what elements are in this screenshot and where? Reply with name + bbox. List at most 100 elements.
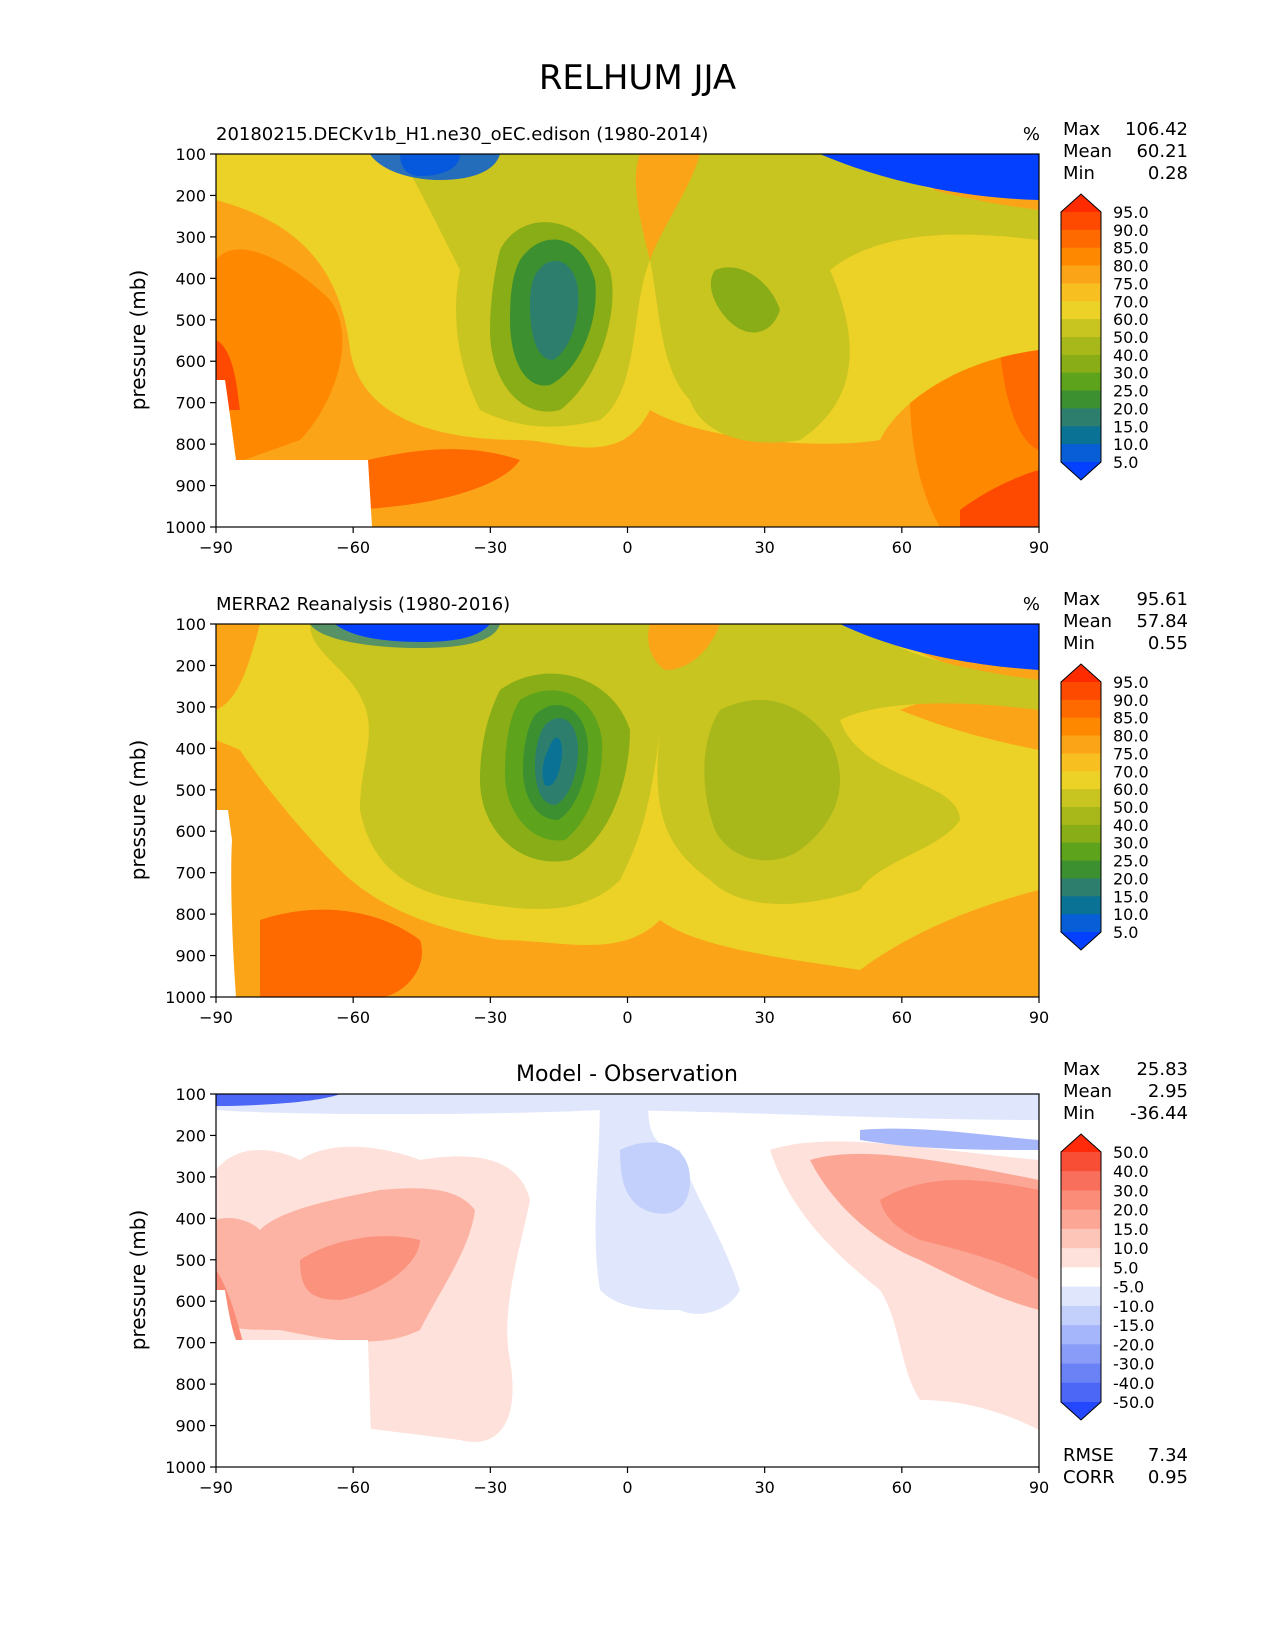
colorbar-segment — [1061, 372, 1101, 392]
colorbar-segment — [1061, 682, 1101, 701]
colorbar-segment — [1061, 1248, 1101, 1268]
field-shape — [260, 909, 422, 997]
y-tick-label: 400 — [175, 1209, 206, 1228]
y-tick-label: 800 — [175, 1375, 206, 1394]
colorbar-segment — [1061, 735, 1101, 754]
colorbar-label: 95.0 — [1113, 673, 1149, 692]
panel-title: 20180215.DECKv1b_H1.ne30_oEC.edison (198… — [216, 124, 708, 145]
colorbar-label: 15.0 — [1113, 417, 1149, 436]
corr-value: 0.95 — [1148, 1467, 1188, 1488]
colorbar-segment — [1061, 354, 1101, 374]
x-tick-label: −60 — [336, 1478, 370, 1497]
stat-min-label: Min — [1063, 163, 1095, 184]
colorbar-segment — [1061, 1209, 1101, 1230]
colorbar-bottom-arrow — [1061, 1402, 1101, 1420]
colorbar-bottom-arrow — [1061, 932, 1101, 950]
y-tick-label: 300 — [175, 228, 206, 247]
y-tick-label: 200 — [175, 656, 206, 675]
y-tick-label: 900 — [175, 947, 206, 966]
observation-panel: MERRA2 Reanalysis (1980-2016) % Max 95.6… — [126, 589, 1188, 1027]
field-shape — [635, 154, 700, 260]
x-tick-label: −30 — [473, 538, 507, 557]
colorbar-segment — [1061, 1305, 1101, 1326]
colorbar-label: -10.0 — [1113, 1297, 1154, 1316]
colorbar-segment — [1061, 771, 1101, 790]
colorbar-segment — [1061, 247, 1101, 267]
stat-min-label: Min — [1063, 633, 1095, 654]
colorbar-segment — [1061, 1382, 1101, 1403]
x-ticks: −90 −60 −30 0 30 60 90 — [199, 997, 1049, 1027]
missing-data-mask — [216, 380, 372, 527]
colorbar-segment — [1061, 807, 1101, 826]
colorbar-segment — [1061, 265, 1101, 284]
colorbar-label: 50.0 — [1113, 1143, 1149, 1162]
field-shape — [860, 1128, 1039, 1150]
units-label: % — [1023, 594, 1040, 615]
colorbar-label: 25.0 — [1113, 852, 1149, 871]
colorbar-label: 80.0 — [1113, 727, 1149, 746]
colorbar-segment — [1061, 860, 1101, 879]
y-tick-label: 200 — [175, 186, 206, 205]
stat-mean-value: 2.95 — [1148, 1081, 1188, 1102]
y-tick-label: 500 — [175, 311, 206, 330]
colorbar-label: 40.0 — [1113, 346, 1149, 365]
y-axis-label: pressure (mb) — [126, 740, 150, 881]
colorbar-label: 60.0 — [1113, 780, 1149, 799]
colorbar-label: 20.0 — [1113, 1201, 1149, 1220]
y-tick-label: 900 — [175, 1417, 206, 1436]
colorbar-segment — [1061, 337, 1101, 356]
colorbar-outline — [1060, 663, 1102, 951]
colorbar-segment — [1061, 896, 1101, 915]
field-shape — [310, 624, 1039, 909]
colorbar-label: -20.0 — [1113, 1335, 1154, 1354]
colorbar-label: 30.0 — [1113, 1181, 1149, 1200]
colorbar-label: 10.0 — [1113, 905, 1149, 924]
stat-mean-label: Mean — [1063, 141, 1112, 162]
colorbar-segment — [1061, 878, 1101, 897]
stats-block: Max 25.83 Mean 2.95 Min -36.44 — [1063, 1059, 1188, 1124]
colorbar-label: 20.0 — [1113, 399, 1149, 418]
colorbar-label: -40.0 — [1113, 1374, 1154, 1393]
field-shape — [960, 470, 1039, 527]
colorbar-segment — [1061, 842, 1101, 862]
colorbar-segment — [1061, 444, 1101, 463]
colorbar-label: 5.0 — [1113, 453, 1138, 472]
contour-field — [216, 624, 1039, 997]
x-tick-label: −90 — [199, 1478, 233, 1497]
stat-mean-value: 60.21 — [1136, 141, 1188, 162]
stat-max-label: Max — [1063, 1059, 1101, 1080]
y-tick-label: 100 — [175, 615, 206, 634]
y-tick-label: 800 — [175, 905, 206, 924]
y-ticks: 100 200 300 400 500 600 700 800 900 1000 — [165, 1085, 216, 1477]
colorbar-segment — [1061, 1363, 1101, 1384]
colorbar-label: 50.0 — [1113, 328, 1149, 347]
colorbar-segment — [1061, 390, 1101, 409]
colorbar-label: 15.0 — [1113, 1220, 1149, 1239]
stat-max-value: 106.42 — [1125, 119, 1188, 140]
colorbar-label: 80.0 — [1113, 257, 1149, 276]
y-tick-label: 600 — [175, 1292, 206, 1311]
panel-title: Model - Observation — [516, 1062, 738, 1087]
y-tick-label: 400 — [175, 269, 206, 288]
field-shape — [840, 624, 1039, 670]
field-shape — [330, 449, 520, 510]
y-tick-label: 100 — [175, 145, 206, 164]
colorbar-label: 90.0 — [1113, 221, 1149, 240]
colorbar-segment — [1061, 426, 1101, 445]
field-shape — [648, 624, 720, 670]
colorbar-label: 70.0 — [1113, 762, 1149, 781]
colorbar-label: 75.0 — [1113, 744, 1149, 763]
y-axis-label: pressure (mb) — [126, 270, 150, 411]
y-tick-label: 1000 — [165, 518, 206, 537]
field-shape — [216, 1094, 340, 1106]
colorbar-segment — [1061, 789, 1101, 808]
colorbar-label: 70.0 — [1113, 292, 1149, 311]
x-tick-label: −30 — [473, 1008, 507, 1027]
colorbar-label: 30.0 — [1113, 364, 1149, 383]
y-tick-label: 500 — [175, 781, 206, 800]
y-tick-label: 700 — [175, 394, 206, 413]
x-tick-label: 90 — [1029, 1008, 1049, 1027]
colorbar-segment — [1061, 824, 1101, 844]
y-tick-label: 600 — [175, 822, 206, 841]
colorbar-segment — [1061, 1286, 1101, 1307]
